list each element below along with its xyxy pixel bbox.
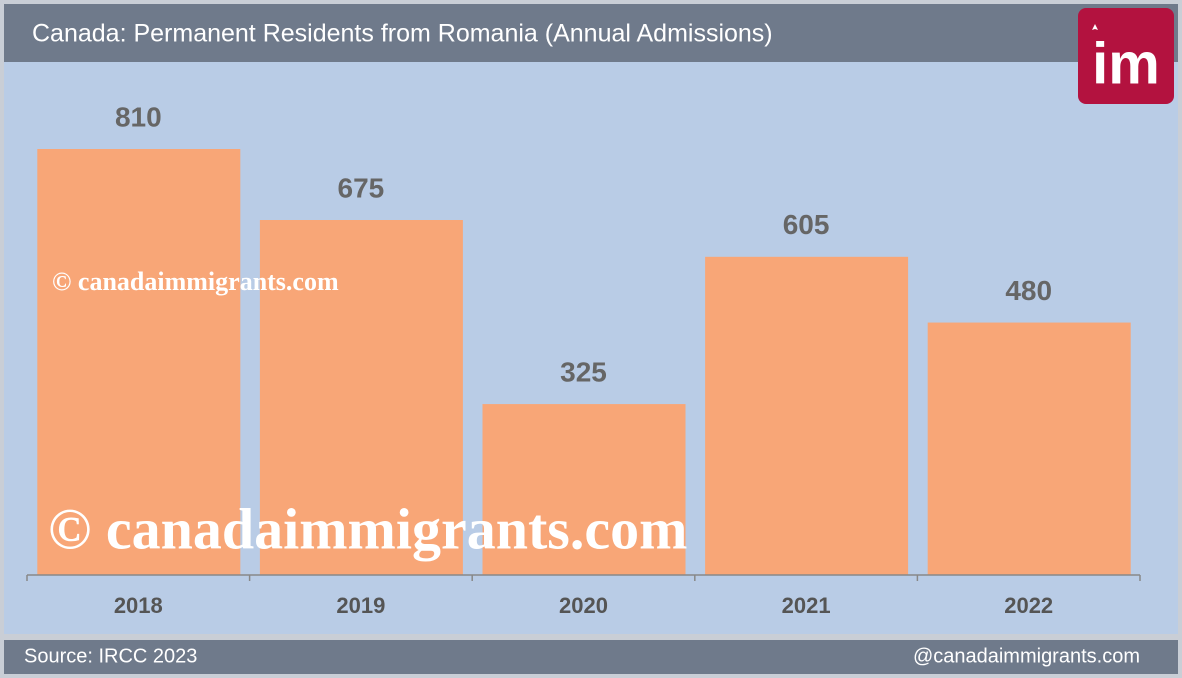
watermark: © canadaimmigrants.com [52,267,339,296]
x-tick-label: 2020 [559,593,608,618]
maple-leaf [1092,24,1098,30]
bar [37,149,241,575]
footer-bar [4,640,1178,674]
bar [927,322,1131,575]
chart-title: Canada: Permanent Residents from Romania… [32,20,773,48]
title-bar [4,4,1178,62]
bar [259,220,463,575]
x-tick-label: 2022 [1004,593,1053,618]
bar [482,404,686,575]
data-label: 675 [338,172,385,203]
handle: @canadaimmigrants.com [913,645,1140,667]
data-label: 605 [783,209,830,240]
logo-text: im [1092,31,1160,96]
data-label: 810 [115,101,162,132]
bar [705,256,909,575]
x-tick-label: 2019 [336,593,385,618]
x-tick-label: 2018 [114,593,163,618]
data-label: 325 [560,356,607,387]
logo-box [1078,8,1174,104]
source: Source: IRCC 2023 [24,645,197,667]
data-label: 480 [1005,275,1052,306]
watermark: © canadaimmigrants.com [48,496,687,561]
x-tick-label: 2021 [782,593,831,618]
